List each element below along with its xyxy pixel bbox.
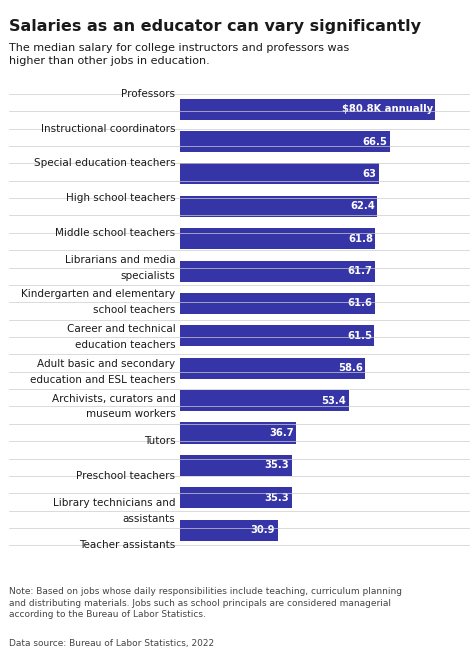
- Bar: [180, 228, 375, 249]
- Text: 61.8: 61.8: [348, 234, 373, 244]
- Text: Archivists, curators and: Archivists, curators and: [52, 394, 175, 404]
- Text: 35.3: 35.3: [264, 493, 289, 503]
- Text: Special education teachers: Special education teachers: [34, 159, 175, 168]
- Bar: [180, 358, 365, 379]
- Text: Preschool teachers: Preschool teachers: [76, 471, 175, 481]
- Text: Middle school teachers: Middle school teachers: [55, 228, 175, 238]
- Text: Professors: Professors: [121, 89, 175, 99]
- Text: 66.5: 66.5: [363, 137, 388, 147]
- Text: 61.5: 61.5: [347, 331, 372, 341]
- Text: Tutors: Tutors: [144, 436, 175, 446]
- Bar: [180, 519, 278, 541]
- Text: 58.6: 58.6: [338, 363, 363, 373]
- Bar: [180, 326, 374, 346]
- Text: Teacher assistants: Teacher assistants: [79, 540, 175, 550]
- Bar: [180, 488, 292, 508]
- Text: The median salary for college instructors and professors was
higher than other j: The median salary for college instructor…: [9, 43, 350, 67]
- Bar: [180, 422, 296, 444]
- Text: High school teachers: High school teachers: [66, 193, 175, 203]
- Text: 62.4: 62.4: [350, 201, 375, 211]
- Text: Salaries as an educator can vary significantly: Salaries as an educator can vary signifi…: [9, 19, 421, 34]
- Text: Adult basic and secondary: Adult basic and secondary: [37, 359, 175, 369]
- Bar: [180, 131, 390, 152]
- Text: museum workers: museum workers: [85, 410, 175, 420]
- Text: 35.3: 35.3: [264, 460, 289, 470]
- Text: 30.9: 30.9: [251, 525, 275, 535]
- Text: Instructional coordinators: Instructional coordinators: [41, 124, 175, 134]
- Text: assistants: assistants: [123, 513, 175, 523]
- Text: 36.7: 36.7: [269, 428, 293, 438]
- Text: school teachers: school teachers: [93, 305, 175, 315]
- Text: 53.4: 53.4: [321, 396, 346, 406]
- Text: specialists: specialists: [120, 270, 175, 280]
- Bar: [180, 163, 379, 184]
- Bar: [180, 293, 375, 314]
- Text: Note: Based on jobs whose daily responsibilities include teaching, curriculum pl: Note: Based on jobs whose daily responsi…: [9, 587, 402, 619]
- Text: $80.8K annually: $80.8K annually: [342, 104, 433, 114]
- Text: Librarians and media: Librarians and media: [65, 254, 175, 264]
- Bar: [180, 99, 436, 120]
- Text: education teachers: education teachers: [75, 340, 175, 350]
- Bar: [180, 260, 375, 282]
- Text: 63: 63: [363, 169, 377, 179]
- Bar: [180, 390, 349, 411]
- Text: Career and technical: Career and technical: [67, 324, 175, 334]
- Text: Library technicians and: Library technicians and: [53, 498, 175, 507]
- Text: education and ESL teachers: education and ESL teachers: [30, 375, 175, 385]
- Text: 61.6: 61.6: [347, 298, 372, 308]
- Text: 61.7: 61.7: [348, 266, 373, 276]
- Text: Kindergarten and elementary: Kindergarten and elementary: [21, 289, 175, 299]
- Bar: [180, 196, 377, 217]
- Text: Data source: Bureau of Labor Statistics, 2022: Data source: Bureau of Labor Statistics,…: [9, 639, 215, 649]
- Bar: [180, 455, 292, 476]
